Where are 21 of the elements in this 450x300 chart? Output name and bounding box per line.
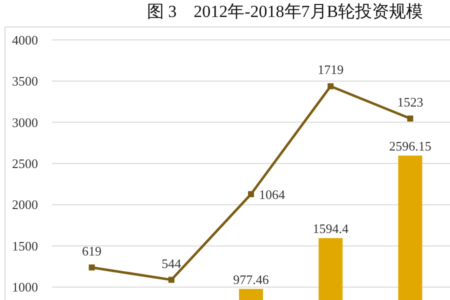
data-label: 1594.4 bbox=[312, 221, 349, 236]
data-label: 977.46 bbox=[233, 272, 270, 287]
y-tick-label: 3000 bbox=[12, 114, 38, 130]
data-label: 1719 bbox=[318, 62, 344, 78]
data-label: 544 bbox=[162, 256, 182, 271]
data-label: 2596.15 bbox=[389, 138, 432, 154]
y-tick-label: 3500 bbox=[12, 74, 38, 89]
y-tick-label: 2000 bbox=[12, 197, 38, 212]
y-tick-label: 2500 bbox=[12, 156, 38, 171]
point bbox=[407, 116, 414, 122]
y-tick-label: 1500 bbox=[12, 238, 38, 254]
data-label: 619 bbox=[82, 243, 102, 258]
y-tick-label: 4000 bbox=[12, 32, 38, 48]
point bbox=[248, 191, 254, 198]
y-tick-label: 1000 bbox=[12, 280, 38, 295]
point bbox=[328, 83, 334, 90]
point bbox=[88, 264, 95, 270]
chart-title: 图 3 2012年-2018年7月B轮投资规模 bbox=[146, 2, 424, 21]
point bbox=[168, 276, 174, 283]
data-label: 1064 bbox=[259, 187, 286, 202]
data-label: 1523 bbox=[397, 94, 424, 110]
